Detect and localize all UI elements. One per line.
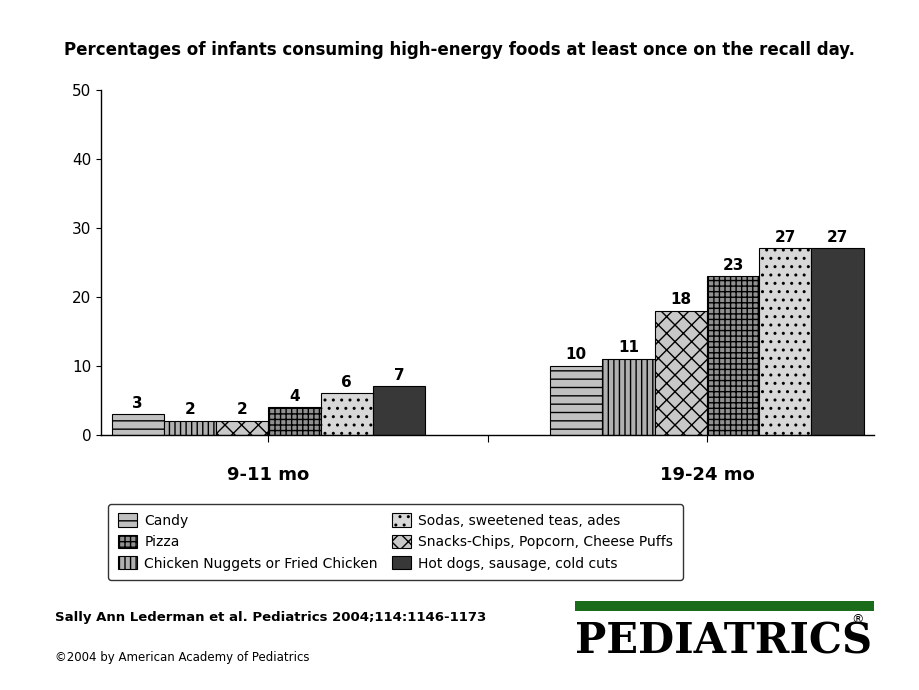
Bar	[164, 421, 216, 435]
Text: 2: 2	[185, 402, 195, 417]
Text: 10: 10	[565, 347, 586, 362]
Text: 2: 2	[236, 402, 247, 417]
Text: 7: 7	[393, 368, 403, 383]
Bar	[372, 386, 425, 435]
Text: 11: 11	[618, 340, 639, 355]
Text: Sally Ann Lederman et al. Pediatrics 2004;114:1146-1173: Sally Ann Lederman et al. Pediatrics 200…	[55, 611, 486, 624]
Text: 27: 27	[826, 230, 847, 245]
Text: 19-24 mo: 19-24 mo	[659, 466, 754, 484]
Text: 18: 18	[670, 292, 690, 307]
Bar	[550, 366, 602, 435]
Text: ®: ®	[850, 613, 863, 627]
Text: ©2004 by American Academy of Pediatrics: ©2004 by American Academy of Pediatrics	[55, 651, 310, 664]
Text: Percentages of infants consuming high-energy foods at least once on the recall d: Percentages of infants consuming high-en…	[64, 41, 855, 59]
Bar	[758, 248, 811, 435]
Bar	[320, 393, 372, 435]
Legend: Candy, Pizza, Chicken Nuggets or Fried Chicken, Sodas, sweetened teas, ades, Sna: Candy, Pizza, Chicken Nuggets or Fried C…	[108, 504, 682, 580]
Text: 3: 3	[132, 395, 143, 411]
Bar	[811, 248, 863, 435]
Bar	[706, 276, 758, 435]
Text: 9-11 mo: 9-11 mo	[227, 466, 309, 484]
Text: 6: 6	[341, 375, 352, 390]
Bar	[654, 310, 706, 435]
Bar	[216, 421, 268, 435]
Text: PEDIATRICS: PEDIATRICS	[574, 620, 871, 662]
Text: 23: 23	[721, 257, 743, 273]
Bar	[268, 407, 320, 435]
Text: 4: 4	[289, 388, 300, 404]
Text: 27: 27	[774, 230, 795, 245]
Bar	[602, 359, 654, 435]
Bar	[111, 414, 164, 435]
